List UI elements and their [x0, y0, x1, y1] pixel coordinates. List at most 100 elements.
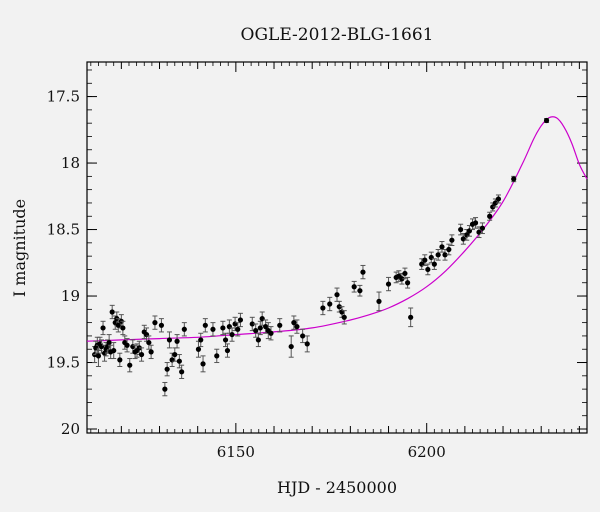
- y-tick-label: 17.5: [47, 88, 80, 106]
- point-marker: [195, 346, 202, 352]
- y-tick-label: 19: [61, 287, 80, 305]
- point-marker: [95, 353, 102, 359]
- data-point: [435, 248, 441, 261]
- point-marker: [255, 337, 261, 343]
- plot-frame: [86, 61, 588, 434]
- data-point: [490, 202, 496, 212]
- point-marker: [111, 347, 117, 354]
- data-point: [511, 175, 517, 183]
- data-point: [127, 358, 133, 373]
- point-marker: [152, 320, 158, 326]
- point-marker: [495, 196, 502, 202]
- point-marker: [109, 309, 115, 315]
- data-point: [422, 254, 428, 266]
- data-point: [148, 344, 154, 360]
- point-marker: [200, 361, 206, 367]
- data-point: [100, 320, 106, 336]
- point-marker: [172, 351, 178, 358]
- point-marker: [439, 244, 445, 250]
- point-marker: [100, 325, 106, 331]
- data-point: [166, 331, 173, 349]
- point-marker: [179, 369, 185, 375]
- data-point: [431, 258, 437, 270]
- data-point: [360, 264, 366, 280]
- data-point: [162, 381, 168, 397]
- point-marker: [408, 314, 414, 320]
- model-curve-group: [86, 116, 588, 342]
- point-marker: [166, 337, 173, 343]
- y-tick-label: 20: [61, 420, 80, 438]
- point-marker: [402, 270, 408, 277]
- point-marker: [117, 357, 123, 363]
- data-point: [442, 248, 448, 261]
- data-point: [106, 334, 112, 352]
- point-marker: [115, 322, 121, 328]
- point-marker: [164, 366, 170, 372]
- data-point: [255, 332, 261, 348]
- point-marker: [351, 284, 357, 290]
- point-marker: [336, 304, 342, 310]
- point-marker: [458, 226, 464, 233]
- data-point: [263, 319, 269, 334]
- data-point: [405, 276, 411, 289]
- point-marker: [120, 325, 126, 331]
- point-marker: [360, 269, 366, 275]
- data-point: [224, 343, 231, 358]
- point-marker: [449, 237, 455, 243]
- data-point: [304, 335, 310, 353]
- point-marker: [446, 246, 452, 253]
- point-marker: [320, 305, 326, 311]
- point-marker: [288, 343, 294, 350]
- point-marker: [202, 322, 208, 328]
- point-marker: [253, 328, 259, 334]
- data-point: [152, 315, 158, 330]
- point-marker: [176, 358, 182, 364]
- point-marker: [385, 281, 392, 287]
- chart-title: OGLE-2012-BLG-1661: [241, 25, 434, 45]
- data-point: [439, 241, 445, 253]
- data-point: [492, 198, 498, 208]
- data-point: [336, 300, 342, 313]
- point-marker: [124, 342, 130, 348]
- data-point: [351, 280, 357, 293]
- data-point: [158, 318, 165, 333]
- point-marker: [511, 176, 517, 182]
- data-point: [446, 243, 452, 256]
- point-marker: [490, 204, 496, 210]
- y-tick-label: 18.5: [47, 221, 80, 239]
- data-point: [402, 267, 408, 280]
- data-point: [109, 304, 115, 320]
- point-marker: [291, 320, 297, 326]
- data-point: [376, 291, 382, 312]
- data-point: [229, 327, 235, 342]
- point-marker: [431, 261, 437, 267]
- data-point: [268, 326, 274, 341]
- point-marker: [422, 257, 428, 263]
- data-point: [115, 318, 121, 333]
- x-tick-label: 6150: [217, 443, 255, 461]
- point-marker: [327, 301, 333, 307]
- data-point: [164, 362, 170, 377]
- x-tick-label: 6200: [408, 443, 446, 461]
- data-point: [341, 310, 347, 325]
- data-point: [357, 284, 363, 297]
- point-marker: [148, 349, 154, 355]
- data-point: [237, 312, 244, 328]
- point-marker: [399, 276, 405, 282]
- data-point: [117, 352, 123, 368]
- point-marker: [222, 337, 229, 343]
- data-point: [202, 318, 208, 333]
- point-marker: [268, 330, 274, 336]
- data-point: [300, 328, 306, 344]
- point-marker: [341, 314, 347, 320]
- data-point: [210, 322, 216, 337]
- data-point: [543, 117, 550, 124]
- x-axis-label: HJD - 2450000: [277, 478, 397, 497]
- point-marker: [106, 339, 112, 346]
- point-marker: [435, 252, 441, 258]
- data-point: [124, 338, 130, 353]
- point-marker: [425, 266, 431, 273]
- data-point: [408, 307, 414, 328]
- data-point: [138, 347, 145, 362]
- data-point: [200, 355, 206, 373]
